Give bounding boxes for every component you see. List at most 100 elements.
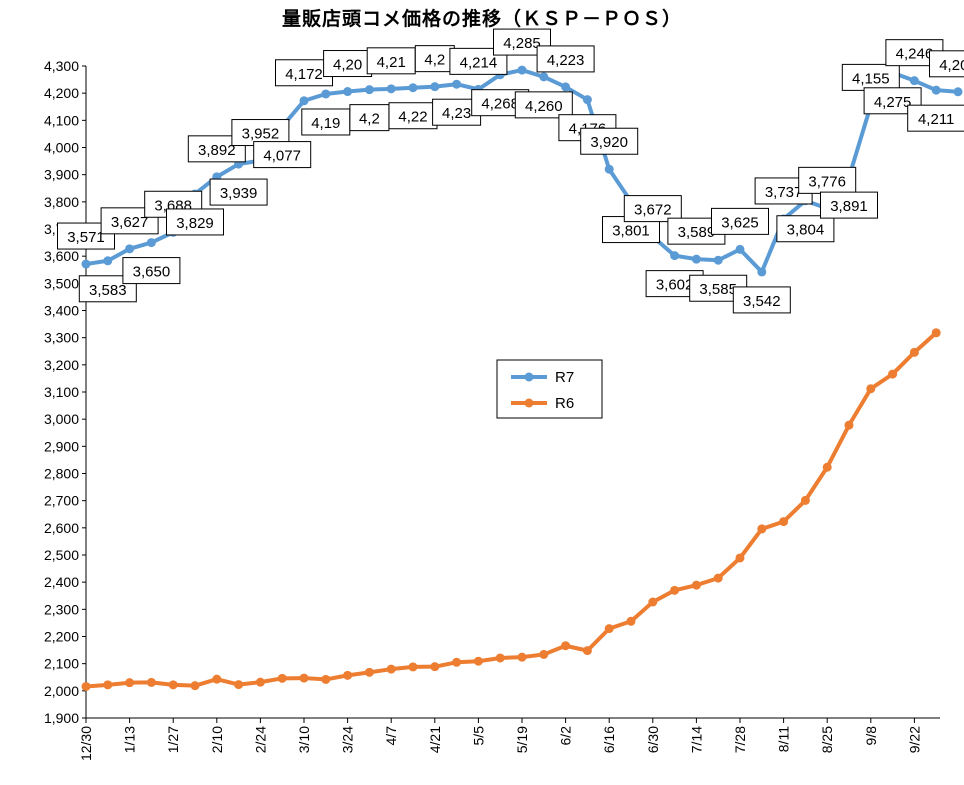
data-label: 3,602 — [656, 277, 694, 294]
data-point-r7 — [300, 96, 309, 105]
data-label: 3,542 — [743, 293, 781, 310]
data-point-r7 — [932, 86, 941, 95]
y-tick-label: 3,100 — [44, 384, 79, 400]
data-point-r6 — [518, 653, 527, 662]
data-label: 4,172 — [285, 66, 323, 83]
data-point-r7 — [82, 260, 91, 269]
data-point-r6 — [932, 328, 941, 337]
legend-label: R7 — [555, 369, 574, 386]
data-point-r6 — [82, 682, 91, 691]
data-label: 4,21 — [377, 54, 406, 71]
data-label: 4,285 — [503, 35, 541, 52]
data-label: 3,891 — [830, 198, 868, 215]
data-point-r7 — [518, 66, 527, 75]
data-label: 4,223 — [547, 52, 585, 69]
data-label: 4,214 — [460, 54, 498, 71]
data-label: 4,155 — [852, 70, 890, 87]
y-tick-label: 4,100 — [44, 112, 79, 128]
data-label: 3,625 — [721, 214, 759, 231]
data-point-r7 — [125, 244, 134, 253]
data-label: 4,2 — [424, 52, 445, 69]
y-tick-label: 3,500 — [44, 275, 79, 291]
data-point-r7 — [147, 238, 156, 247]
legend-marker-r7 — [525, 373, 534, 382]
data-point-r6 — [779, 517, 788, 526]
data-point-r6 — [801, 496, 810, 505]
data-label: 4,23 — [442, 105, 471, 122]
y-tick-label: 2,200 — [44, 629, 79, 645]
legend-box — [497, 360, 602, 418]
data-point-r7 — [343, 87, 352, 96]
x-tick-label: 3/10 — [296, 726, 312, 753]
data-point-r6 — [234, 680, 243, 689]
data-label: 4,205 — [939, 57, 964, 74]
x-tick-label: 7/28 — [732, 726, 748, 753]
data-point-r6 — [103, 680, 112, 689]
x-tick-label: 1/27 — [165, 726, 181, 753]
data-point-r7 — [954, 87, 963, 96]
data-point-r6 — [496, 653, 505, 662]
x-tick-label: 9/22 — [906, 726, 922, 753]
data-point-r6 — [692, 581, 701, 590]
data-point-r6 — [757, 524, 766, 533]
data-label: 3,776 — [808, 173, 846, 190]
x-tick-label: 3/24 — [340, 726, 356, 753]
x-tick-label: 8/11 — [776, 726, 792, 752]
data-point-r7 — [757, 267, 766, 276]
data-label: 3,589 — [678, 224, 716, 241]
data-point-r6 — [191, 681, 200, 690]
data-label: 4,22 — [398, 109, 427, 126]
x-tick-label: 9/8 — [863, 726, 879, 746]
data-label: 3,585 — [699, 281, 737, 298]
y-tick-label: 2,100 — [44, 656, 79, 672]
data-label: 4,19 — [311, 115, 340, 132]
data-label: 3,672 — [634, 202, 672, 219]
legend-marker-r6 — [525, 399, 534, 408]
data-point-r6 — [845, 421, 854, 430]
y-tick-label: 2,400 — [44, 574, 79, 590]
y-tick-label: 2,600 — [44, 520, 79, 536]
chart-title: 量販店頭コメ価格の推移（ＫＳＰ－ＰＯＳ） — [0, 4, 964, 31]
y-tick-label: 2,000 — [44, 683, 79, 699]
data-label: 3,650 — [133, 264, 171, 281]
x-tick-label: 4/7 — [383, 726, 399, 746]
data-point-r7 — [736, 245, 745, 254]
data-point-r7 — [714, 256, 723, 265]
data-point-r6 — [256, 678, 265, 687]
data-point-r7 — [910, 76, 919, 85]
y-tick-label: 3,400 — [44, 303, 79, 319]
data-point-r6 — [627, 617, 636, 626]
data-point-r6 — [430, 662, 439, 671]
data-point-r7 — [321, 89, 330, 98]
data-point-r6 — [409, 662, 418, 671]
data-point-r6 — [343, 671, 352, 680]
x-tick-label: 4/21 — [427, 726, 443, 753]
data-point-r7 — [692, 255, 701, 264]
data-point-r6 — [910, 348, 919, 357]
data-point-r6 — [888, 370, 897, 379]
data-point-r7 — [365, 85, 374, 94]
data-point-r7 — [670, 251, 679, 260]
x-tick-label: 12/30 — [78, 726, 94, 761]
y-tick-label: 3,800 — [44, 194, 79, 210]
data-label: 4,260 — [525, 98, 563, 115]
y-tick-label: 3,300 — [44, 330, 79, 346]
data-point-r7 — [561, 82, 570, 91]
data-point-r6 — [605, 624, 614, 633]
y-tick-label: 2,900 — [44, 438, 79, 454]
y-tick-label: 3,900 — [44, 167, 79, 183]
y-tick-label: 2,500 — [44, 547, 79, 563]
y-tick-label: 2,300 — [44, 601, 79, 617]
x-tick-label: 6/30 — [645, 726, 661, 753]
legend-label: R6 — [555, 395, 574, 412]
x-tick-label: 2/24 — [252, 726, 268, 753]
x-tick-label: 2/10 — [209, 726, 225, 753]
data-point-r7 — [430, 82, 439, 91]
data-point-r6 — [278, 674, 287, 683]
y-tick-label: 3,600 — [44, 248, 79, 264]
data-label: 4,2 — [359, 111, 380, 128]
data-label: 3,804 — [787, 222, 825, 239]
data-point-r6 — [125, 678, 134, 687]
data-point-r6 — [736, 553, 745, 562]
